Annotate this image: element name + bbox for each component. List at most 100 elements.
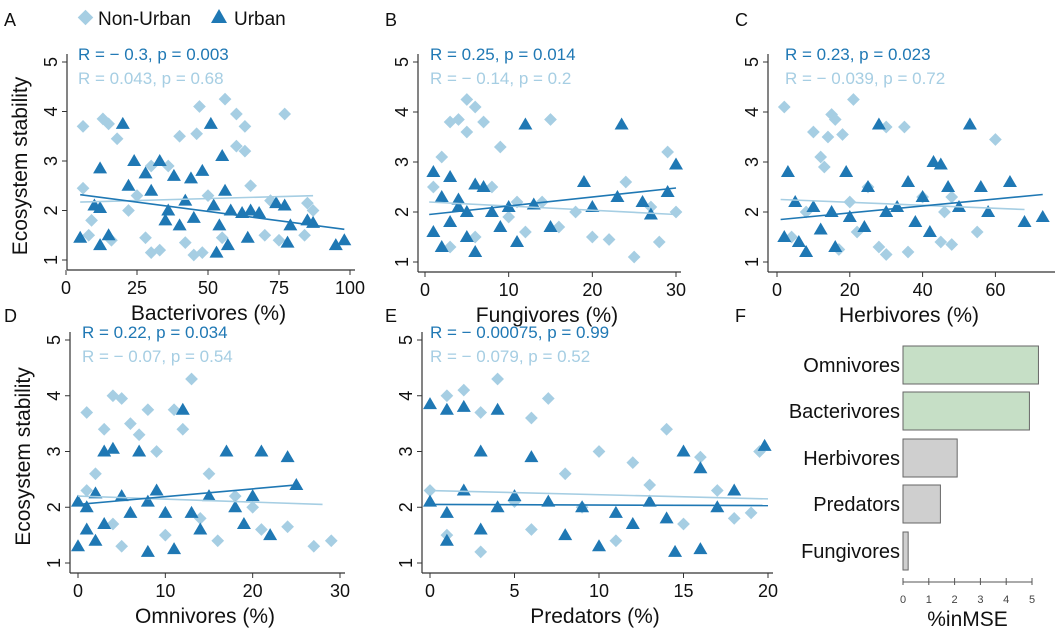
non-urban-point (307, 539, 321, 553)
non-urban-point (938, 205, 951, 219)
y-tick-label: 1 (396, 558, 416, 568)
urban-point (240, 230, 255, 243)
urban-point (105, 441, 120, 454)
urban-point (443, 215, 458, 227)
urban-point (195, 163, 210, 176)
non-urban-point (525, 523, 538, 536)
panel-e: E 1 2 3 4 5 0 5 10 15 20 Predators (%) R = − 0.00075… (385, 306, 778, 628)
urban-point (79, 522, 94, 535)
x-axis-title: Bacterivores (%) (131, 302, 286, 325)
urban-point (981, 205, 996, 217)
non-urban-point (193, 100, 206, 113)
non-urban-fit-line (80, 194, 314, 203)
urban-point (1017, 215, 1032, 227)
panel-letter: A (4, 10, 16, 30)
bar-category-label: Predators (813, 494, 900, 516)
urban-point (952, 200, 966, 212)
non-urban-point (519, 225, 532, 239)
urban-point (908, 215, 923, 227)
non-urban-point (474, 406, 488, 419)
non-urban-point (80, 406, 94, 419)
urban-point (88, 533, 103, 546)
y-tick-label: 1 (392, 257, 412, 267)
urban-stats: R = − 0.00075, p = 0.99 (430, 323, 609, 342)
non-urban-point (244, 179, 257, 193)
bar-fungivores (902, 531, 909, 571)
urban-point (468, 177, 483, 190)
urban-point (434, 190, 449, 202)
non-urban-point (901, 245, 915, 259)
urban-point (659, 511, 674, 524)
non-urban-point (541, 392, 555, 405)
urban-point (212, 218, 227, 231)
legend: Non-Urban Urban (77, 9, 286, 30)
non-urban-point (989, 133, 1002, 146)
non-urban-point (195, 246, 209, 259)
non-urban-point (627, 250, 641, 264)
non-urban-point (246, 500, 260, 514)
urban-point (202, 489, 216, 502)
urban-point (541, 494, 556, 507)
urban-point (890, 200, 905, 212)
urban-point (215, 149, 230, 162)
urban-point (140, 494, 155, 507)
non-urban-point (525, 411, 538, 425)
non-urban-stats: R = − 0.07, p = 0.54 (82, 347, 233, 366)
urban-stats: R = − 0.3, p = 0.003 (78, 45, 229, 64)
non-urban-point (569, 205, 582, 219)
urban-point (585, 200, 600, 212)
urban-point (780, 165, 795, 177)
non-urban-point (493, 140, 507, 154)
non-urban-point (76, 181, 90, 195)
urban-point (676, 444, 691, 457)
urban-point (592, 539, 606, 552)
urban-point (121, 178, 136, 191)
urban-point (434, 240, 449, 252)
non-urban-point (970, 225, 984, 239)
x-tick-label: 1 (926, 594, 932, 606)
urban-point (473, 522, 488, 535)
urban-point (635, 195, 650, 207)
urban-point (443, 170, 458, 182)
bar-predators (902, 484, 941, 524)
urban-point (161, 203, 176, 216)
non-urban-point (619, 175, 633, 189)
y-tick-label: 2 (392, 207, 412, 217)
y-tick-label: 1 (44, 558, 64, 568)
non-urban-point (592, 445, 606, 458)
urban-point (922, 225, 937, 237)
non-urban-point (677, 517, 690, 531)
non-urban-point (130, 189, 144, 203)
non-urban-point (460, 93, 474, 106)
urban-point (218, 183, 233, 196)
urban-point (693, 461, 708, 474)
x-axis-title: Fungivores (%) (476, 304, 618, 327)
urban-point (456, 399, 471, 412)
urban-point (175, 402, 190, 415)
urban-point (439, 505, 454, 518)
non-urban-stats: R = − 0.079, p = 0.52 (430, 347, 590, 366)
urban-point (203, 116, 218, 129)
non-urban-point (502, 210, 516, 224)
non-urban-point (153, 243, 167, 257)
urban-point (283, 218, 298, 231)
non-urban-point (836, 128, 849, 141)
non-urban-point (141, 403, 155, 417)
non-urban-stats: R = − 0.039, p = 0.72 (785, 69, 945, 88)
y-tick-label: 5 (392, 57, 412, 67)
non-urban-point (945, 190, 959, 204)
non-urban-point (643, 478, 657, 492)
x-tick-label: 0 (772, 280, 782, 300)
urban-point (138, 166, 153, 179)
non-urban-point (202, 467, 216, 481)
urban-point (186, 210, 201, 223)
non-urban-point (440, 389, 454, 403)
non-urban-point (660, 422, 673, 436)
non-urban-point (178, 236, 192, 250)
x-tick-label: 60 (985, 280, 1005, 300)
urban-point (915, 190, 930, 202)
non-urban-point (173, 129, 186, 143)
non-urban-stats: R = − 0.14, p = 0.2 (430, 69, 571, 88)
x-tick-label: 3 (977, 594, 983, 606)
urban-point (115, 116, 130, 129)
